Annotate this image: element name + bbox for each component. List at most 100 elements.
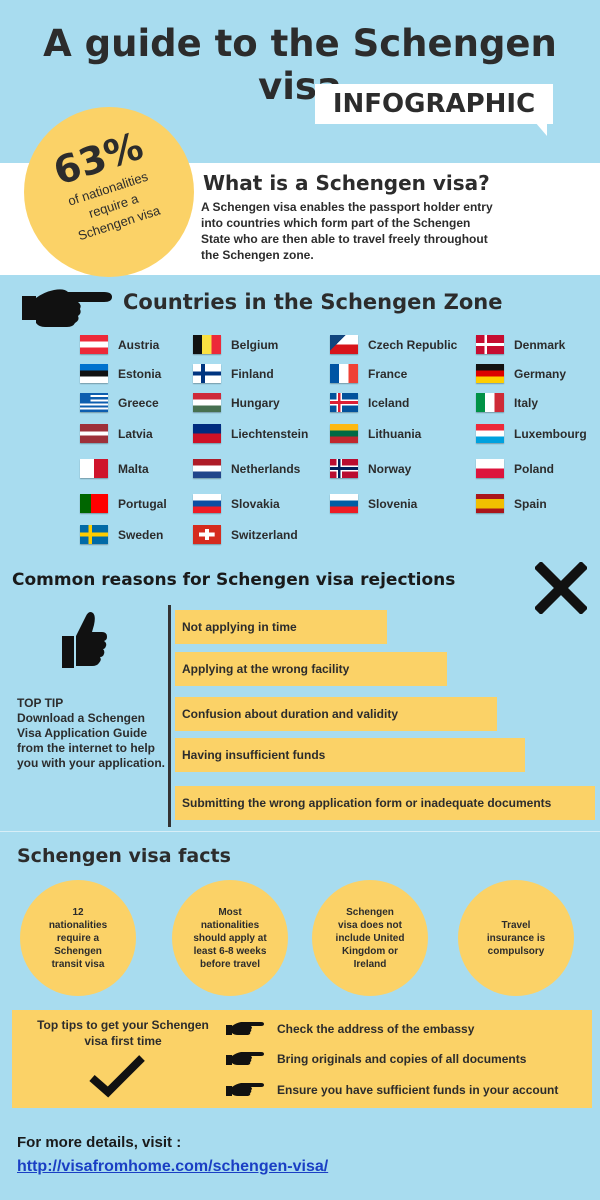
flag-netherlands-icon bbox=[193, 459, 221, 478]
country-item: Austria bbox=[80, 335, 159, 354]
flag-malta-icon bbox=[80, 459, 108, 478]
reasons-divider bbox=[168, 605, 171, 827]
fact-text: Most nationalities should apply at least… bbox=[193, 906, 267, 970]
reason-bar: Applying at the wrong facility bbox=[175, 652, 447, 686]
flag-finland-icon bbox=[193, 364, 221, 383]
country-name: Liechtenstein bbox=[231, 426, 309, 441]
country-name: Denmark bbox=[514, 337, 566, 352]
check-mark-icon bbox=[89, 1055, 145, 1098]
fact-text: 12 nationalities require a Schengen tran… bbox=[48, 906, 108, 970]
tip-text: Ensure you have sufficient funds in your… bbox=[277, 1083, 559, 1097]
pointing-hand-icon bbox=[22, 289, 112, 327]
flag-belgium-icon bbox=[193, 335, 221, 354]
country-item: Malta bbox=[80, 459, 149, 478]
country-item: Iceland bbox=[330, 393, 409, 412]
country-name: Malta bbox=[118, 461, 149, 476]
x-mark-icon bbox=[535, 562, 587, 614]
fact-text: Travel insurance is compulsory bbox=[486, 919, 546, 957]
reasons-heading: Common reasons for Schengen visa rejecti… bbox=[12, 570, 456, 590]
pointing-hand-icon bbox=[226, 1022, 264, 1035]
country-name: Spain bbox=[514, 496, 547, 511]
flag-switzerland-icon bbox=[193, 525, 221, 544]
fact-text: Schengen visa does not include United Ki… bbox=[335, 906, 405, 970]
flag-czech-icon bbox=[330, 335, 358, 354]
reason-bar: Confusion about duration and validity bbox=[175, 697, 497, 731]
reason-bar: Not applying in time bbox=[175, 610, 387, 644]
tip-text: Check the address of the embassy bbox=[277, 1022, 475, 1036]
tip-text: Bring originals and copies of all docume… bbox=[277, 1052, 527, 1066]
country-item: Lithuania bbox=[330, 424, 421, 443]
country-name: Germany bbox=[514, 366, 567, 381]
what-is-heading: What is a Schengen visa? bbox=[203, 171, 490, 195]
flag-germany-icon bbox=[476, 364, 504, 383]
country-name: Slovakia bbox=[231, 496, 280, 511]
top-tip: TOP TIP Download a Schengen Visa Applica… bbox=[17, 696, 167, 771]
country-name: Latvia bbox=[118, 426, 153, 441]
flag-spain-icon bbox=[476, 494, 504, 513]
country-item: Luxembourg bbox=[476, 424, 587, 443]
country-item: Czech Republic bbox=[330, 335, 457, 354]
country-name: Portugal bbox=[118, 496, 167, 511]
country-name: Austria bbox=[118, 337, 160, 352]
country-item: Sweden bbox=[80, 525, 163, 544]
flag-estonia-icon bbox=[80, 364, 108, 383]
country-name: Norway bbox=[368, 461, 412, 476]
country-name: Estonia bbox=[118, 366, 162, 381]
flag-slovakia-icon bbox=[193, 494, 221, 513]
top-tip-label: TOP TIP bbox=[17, 696, 64, 710]
fact-circle: Travel insurance is compulsory bbox=[458, 880, 574, 996]
flag-liechtenstein-icon bbox=[193, 424, 221, 443]
country-item: Netherlands bbox=[193, 459, 300, 478]
flag-slovenia-icon bbox=[330, 494, 358, 513]
country-name: Hungary bbox=[231, 395, 280, 410]
countries-heading: Countries in the Schengen Zone bbox=[123, 290, 503, 314]
what-is-text: A Schengen visa enables the passport hol… bbox=[201, 200, 493, 262]
country-name: Iceland bbox=[368, 395, 410, 410]
country-item: Switzerland bbox=[193, 525, 298, 544]
country-item: Denmark bbox=[476, 335, 565, 354]
country-item: Greece bbox=[80, 393, 159, 412]
pointing-hand-icon bbox=[226, 1083, 264, 1096]
flag-france-icon bbox=[330, 364, 358, 383]
country-name: Belgium bbox=[231, 337, 279, 352]
pointing-hand-icon bbox=[226, 1052, 264, 1065]
section-divider bbox=[0, 831, 600, 832]
country-name: Greece bbox=[118, 395, 159, 410]
country-item: Italy bbox=[476, 393, 538, 412]
top-tip-text: Download a Schengen Visa Application Gui… bbox=[17, 711, 166, 770]
tip-item: Bring originals and copies of all docume… bbox=[225, 1049, 526, 1069]
flag-italy-icon bbox=[476, 393, 504, 412]
fact-circle: Most nationalities should apply at least… bbox=[172, 880, 288, 996]
flag-iceland-icon bbox=[330, 393, 358, 412]
flag-sweden-icon bbox=[80, 525, 108, 544]
fact-circle: 12 nationalities require a Schengen tran… bbox=[20, 880, 136, 996]
country-name: Netherlands bbox=[231, 461, 301, 476]
flag-latvia-icon bbox=[80, 424, 108, 443]
stat-circle: 63% of nationalities require a Schengen … bbox=[24, 107, 194, 277]
flag-norway-icon bbox=[330, 459, 358, 478]
country-item: Liechtenstein bbox=[193, 424, 308, 443]
flag-lithuania-icon bbox=[330, 424, 358, 443]
country-item: Slovenia bbox=[330, 494, 417, 513]
tips-heading: Top tips to get your Schengen visa first… bbox=[37, 1018, 209, 1048]
country-item: Latvia bbox=[80, 424, 153, 443]
tip-item: Ensure you have sufficient funds in your… bbox=[225, 1080, 558, 1100]
badge-tail bbox=[535, 122, 547, 136]
country-name: Poland bbox=[514, 461, 555, 476]
flag-denmark-icon bbox=[476, 335, 504, 354]
country-item: Estonia bbox=[80, 364, 161, 383]
country-item: Finland bbox=[193, 364, 274, 383]
flag-poland-icon bbox=[476, 459, 504, 478]
reason-bar: Having insufficient funds bbox=[175, 738, 525, 772]
facts-heading: Schengen visa facts bbox=[17, 845, 231, 867]
flag-greece-icon bbox=[80, 393, 108, 412]
visit-link[interactable]: http://visafromhome.com/schengen-visa/ bbox=[17, 1158, 329, 1175]
flag-portugal-icon bbox=[80, 494, 108, 513]
country-item: Norway bbox=[330, 459, 411, 478]
country-name: Lithuania bbox=[368, 426, 422, 441]
more-details: For more details, visit : bbox=[17, 1134, 182, 1151]
country-name: Luxembourg bbox=[514, 426, 587, 441]
country-name: Finland bbox=[231, 366, 274, 381]
country-name: Switzerland bbox=[231, 527, 298, 542]
country-item: Slovakia bbox=[193, 494, 280, 513]
